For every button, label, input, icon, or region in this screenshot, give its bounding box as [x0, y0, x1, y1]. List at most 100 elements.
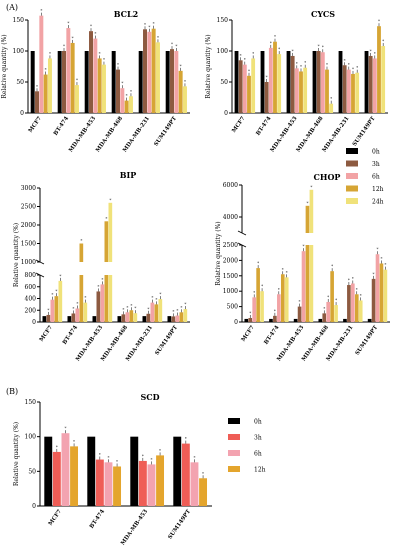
sig-marker: *: [36, 84, 38, 89]
y-tick-label: 600: [25, 284, 37, 291]
sig-marker: *: [344, 58, 346, 63]
y-tick-label: 1500: [223, 273, 238, 280]
sig-marker: *: [356, 65, 358, 70]
sig-marker: *: [335, 298, 337, 303]
bar-3h: [121, 314, 126, 322]
bar-12h: [70, 446, 79, 506]
sig-marker: *: [352, 66, 354, 71]
sig-marker: *: [117, 62, 119, 67]
sig-marker: *: [180, 63, 182, 68]
bar-24h: [183, 309, 188, 322]
sig-marker: *: [378, 19, 380, 24]
y-tick-label: 100: [25, 434, 37, 441]
y-tick-label: 2500: [223, 242, 238, 249]
bar-24h-upper: [108, 202, 113, 262]
x-tick-label: MDA-MB-468: [95, 116, 124, 154]
sig-marker: *: [330, 96, 332, 101]
bar-0h: [42, 316, 47, 322]
sig-marker: *: [304, 60, 306, 65]
x-tick-label: MCF7: [241, 325, 256, 343]
bar-0h: [318, 318, 323, 322]
bar-3h: [138, 460, 147, 506]
legend-swatch-12h: [346, 185, 358, 192]
sig-marker: *: [323, 306, 325, 311]
sig-marker: *: [148, 24, 150, 29]
bar-12h: [151, 28, 156, 113]
x-tick-label: MDA-MB-468: [100, 325, 129, 363]
bar-6h: [277, 294, 281, 322]
axis-break-mark: [237, 242, 247, 248]
bar-24h: [101, 64, 106, 113]
bar-6h: [372, 58, 377, 113]
bar-24h: [381, 46, 386, 113]
sig-marker: *: [73, 439, 75, 444]
bar-12h: [199, 478, 208, 506]
bar-3h: [171, 316, 176, 322]
bar-3h: [62, 51, 66, 113]
bar-3h: [342, 65, 347, 113]
panel-label-b: (B): [6, 387, 18, 396]
sig-marker: *: [159, 448, 161, 453]
bar-24h: [277, 54, 282, 113]
bar-6h: [175, 315, 180, 322]
sig-marker: *: [94, 31, 96, 36]
x-tick-label: MCF7: [39, 325, 54, 343]
sig-marker: *: [72, 35, 74, 40]
bar-0h: [167, 316, 172, 322]
sig-marker: *: [266, 75, 268, 80]
sig-marker: *: [64, 426, 66, 431]
x-tick-label: MCF7: [231, 116, 246, 134]
sig-marker: *: [382, 39, 384, 44]
x-tick-label: MDA-MB-453: [270, 116, 299, 154]
axis-break-mark: [35, 272, 45, 278]
sig-marker: *: [352, 276, 354, 281]
bar-0h: [367, 318, 372, 322]
sig-marker: *: [327, 294, 329, 299]
bar-24h-lower: [309, 245, 314, 322]
sig-marker: *: [151, 295, 153, 300]
bar-0h: [44, 436, 53, 506]
bar-12h-upper: [104, 221, 109, 262]
x-tick-label: MDA-MB-231: [122, 116, 151, 154]
sig-marker: *: [84, 295, 86, 300]
bar-6h: [294, 68, 299, 113]
bar-24h: [334, 305, 338, 322]
sig-marker: *: [130, 89, 132, 94]
sig-marker: *: [49, 51, 51, 56]
bar-3h: [347, 285, 351, 322]
bar-24h: [303, 67, 308, 113]
bar-6h: [301, 251, 306, 322]
sig-marker: *: [134, 306, 136, 311]
bar-24h: [182, 86, 187, 113]
sig-marker: *: [331, 264, 333, 269]
sig-marker: *: [261, 284, 263, 289]
y-tick-label: 0: [20, 110, 24, 117]
bar-24h: [47, 58, 52, 113]
bar-0h: [87, 436, 96, 506]
sig-marker: *: [318, 44, 320, 49]
sig-marker: *: [157, 35, 159, 40]
bar-0h: [92, 316, 97, 322]
sig-marker: *: [159, 292, 161, 297]
sig-marker: *: [380, 256, 382, 261]
bar-6h: [66, 28, 71, 114]
sig-marker: *: [184, 79, 186, 84]
y-tick-label: 2500: [21, 204, 36, 211]
y-axis-label: Relative quantity (%): [13, 223, 20, 287]
bar-6h: [61, 433, 70, 506]
y-tick-label: 500: [227, 304, 239, 311]
bar-0h: [117, 316, 122, 322]
bar-24h: [358, 300, 363, 322]
sig-marker: *: [109, 197, 111, 202]
x-tick-label: BT-474: [255, 116, 272, 137]
bar-0h: [138, 51, 143, 113]
bar-0h: [364, 51, 369, 113]
sig-marker: *: [180, 305, 182, 310]
sig-marker: *: [282, 267, 284, 272]
bar-6h: [326, 301, 330, 322]
sig-marker: *: [360, 293, 362, 298]
x-tick-label: MDA-MB-453: [75, 325, 104, 363]
sig-marker: *: [377, 247, 379, 252]
legend-panel-b: 0h 3h 6h 12h: [228, 418, 266, 474]
